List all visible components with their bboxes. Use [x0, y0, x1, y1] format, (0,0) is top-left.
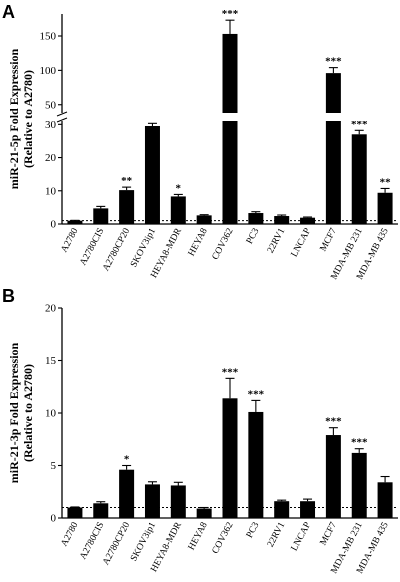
- bar-heya8-mdr: [170, 485, 186, 518]
- bar-cov362: [222, 33, 238, 224]
- y-axis-title-line: (Relative to A2780): [21, 364, 35, 462]
- y-tick-label: 20: [45, 152, 57, 164]
- x-tick-label: A2780: [60, 521, 81, 549]
- y-axis-title-line: (Relative to A2780): [21, 70, 35, 168]
- bar-mcf7: [325, 73, 341, 224]
- x-tick-label: 22RV1: [266, 226, 287, 254]
- x-tick-label: COV362: [211, 226, 236, 261]
- bar-heya8-mdr: [170, 196, 186, 224]
- x-tick-label: LNCAP: [290, 521, 313, 553]
- bar-a2780cp20: [119, 190, 135, 224]
- bar-22rv1: [274, 501, 290, 518]
- y-tick-label: 50: [45, 99, 57, 111]
- axis-break-mark: [56, 111, 68, 117]
- y-tick-label: 20: [45, 303, 57, 315]
- significance-marker: ***: [222, 366, 239, 378]
- y-tick-label: 10: [45, 408, 57, 420]
- y-tick-label: 150: [40, 31, 57, 43]
- bar-skov3ip1: [144, 125, 160, 224]
- significance-marker: ***: [325, 416, 342, 428]
- y-axis-title-line: miR-21-5p Fold Expression: [7, 48, 21, 189]
- bar-heya8: [196, 215, 212, 224]
- x-tick-label: A2780CIS: [79, 521, 107, 562]
- bar-mcf7: [325, 435, 341, 518]
- bar-22rv1: [274, 216, 290, 224]
- bar-skov3ip1: [144, 484, 160, 518]
- bar-mda-mb-231: [351, 134, 367, 224]
- bar-mda-mb-435: [377, 192, 393, 224]
- significance-marker: **: [380, 176, 392, 188]
- bar-a2780cis: [93, 208, 109, 224]
- significance-marker: *: [176, 182, 182, 194]
- bar-lncap: [300, 501, 316, 518]
- bar-lncap: [300, 217, 316, 224]
- bar-a2780: [67, 220, 83, 224]
- x-tick-label: LNCAP: [290, 227, 313, 259]
- bar-cov362: [222, 398, 238, 518]
- significance-marker: ***: [351, 437, 368, 449]
- bar-a2780cis: [93, 503, 109, 518]
- significance-marker: **: [121, 175, 133, 187]
- significance-marker: ***: [222, 8, 239, 20]
- x-tick-label: HEYA8: [187, 227, 210, 258]
- y-tick-label: 5: [51, 460, 57, 472]
- panel-label: B: [2, 286, 15, 306]
- x-tick-label: HEYA8: [187, 521, 210, 552]
- axis-break-gap: [56, 113, 398, 121]
- x-tick-label: PC3: [245, 226, 262, 245]
- axis-break-mark: [56, 117, 68, 123]
- significance-marker: *: [124, 454, 130, 466]
- x-tick-label: COV362: [211, 520, 236, 555]
- significance-marker: ***: [325, 56, 342, 68]
- x-tick-label: A2780CP20: [101, 226, 132, 272]
- x-tick-label: PC3: [245, 520, 262, 539]
- y-axis-title-line: miR-21-3p Fold Expression: [7, 342, 21, 483]
- x-tick-label: A2780CIS: [79, 227, 107, 268]
- y-tick-label: 10: [45, 185, 57, 197]
- bar-pc3: [248, 213, 264, 224]
- significance-marker: ***: [248, 388, 265, 400]
- bar-pc3: [248, 411, 264, 518]
- significance-marker: ***: [351, 118, 368, 130]
- y-tick-label: 30: [45, 119, 57, 131]
- bar-a2780: [67, 507, 83, 518]
- bar-a2780cp20: [119, 469, 135, 518]
- x-tick-label: 22RV1: [266, 520, 287, 548]
- x-tick-label: SKOV3ip1: [129, 227, 158, 270]
- bar-mda-mb-435: [377, 482, 393, 518]
- y-tick-label: 15: [45, 355, 57, 367]
- y-tick-label: 100: [40, 65, 57, 77]
- bar-heya8: [196, 508, 212, 518]
- x-tick-label: SKOV3ip1: [129, 521, 158, 564]
- y-tick-label: 0: [51, 219, 57, 231]
- y-axis-title: miR-21-3p Fold Expression(Relative to A2…: [7, 342, 35, 483]
- x-tick-label: A2780CP20: [101, 520, 132, 566]
- x-tick-label: A2780: [60, 227, 81, 255]
- y-axis-title: miR-21-5p Fold Expression(Relative to A2…: [7, 48, 35, 189]
- y-tick-label: 0: [51, 513, 57, 525]
- panel-label: A: [2, 2, 15, 22]
- x-tick-label: MCF7: [319, 227, 340, 254]
- x-tick-label: MCF7: [319, 521, 340, 548]
- bar-mda-mb-231: [351, 452, 367, 518]
